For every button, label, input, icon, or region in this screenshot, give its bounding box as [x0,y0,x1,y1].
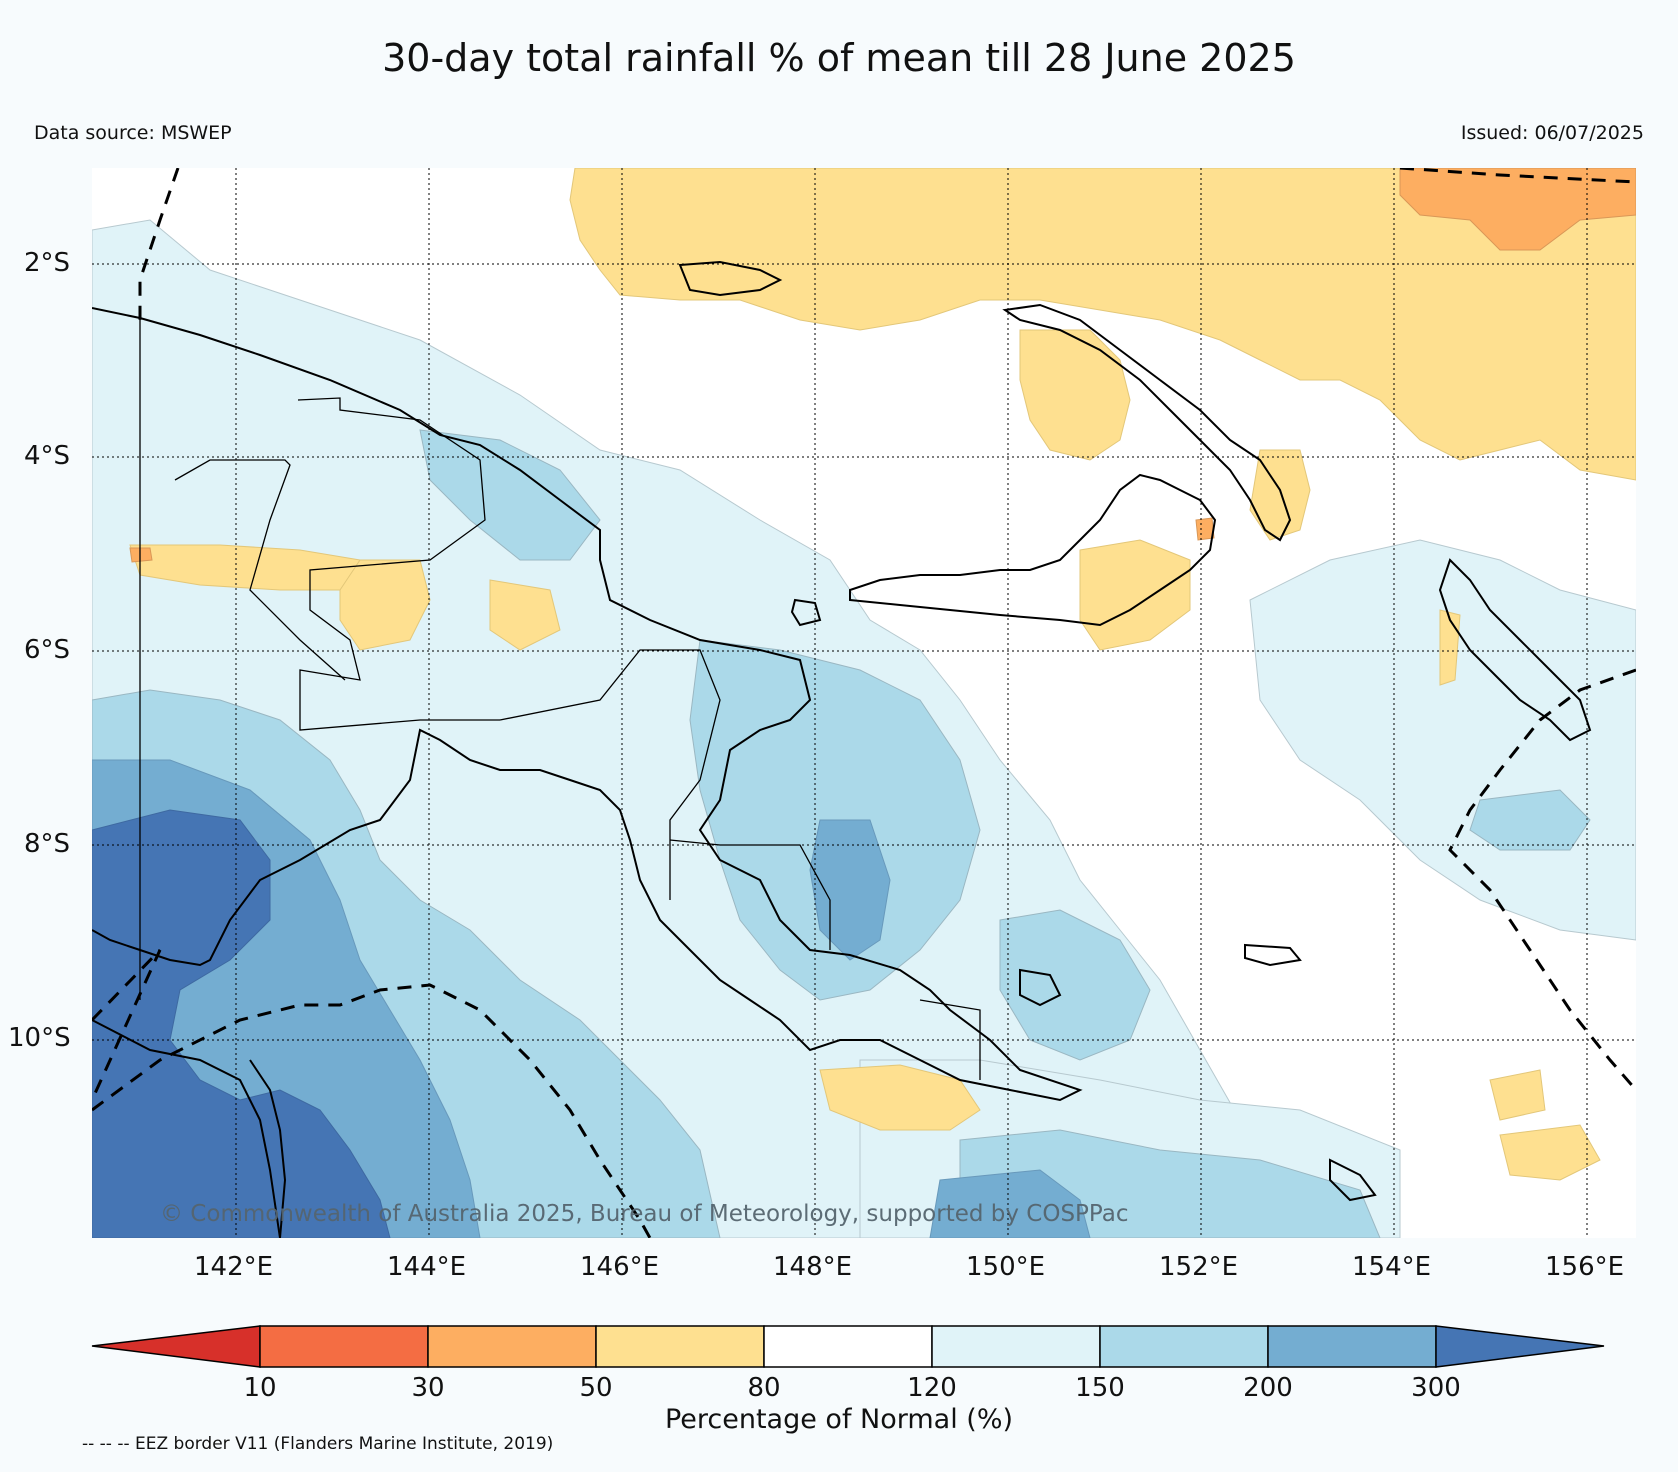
eez-north-west [138,168,180,320]
colorbar-bin-30-50 [427,1325,597,1368]
lat-label-4s: 4°S [24,441,71,471]
bougainville-coast [1438,558,1592,742]
png-mainland-coast [92,307,1083,1102]
rainfall-region-50-80-highlands [339,559,431,651]
data-source-label: Data source: MSWEP [34,122,232,144]
lon-label-144e: 144°E [387,1252,467,1282]
rainfall-region-30-50-northeast [1399,168,1636,251]
page-title: 30-day total rainfall % of mean till 28 … [382,36,1296,80]
boundary-gulf [499,649,721,900]
new-ireland-coast [1002,303,1292,542]
colorbar-tick-80: 80 [747,1373,781,1403]
lon-label-142e: 142°E [194,1252,274,1282]
issued-date-label: Issued: 06/07/2025 [1460,122,1644,144]
colorbar-bin-50-80 [595,1325,765,1368]
new-britain-coast [849,473,1217,627]
manus-coast [678,260,783,297]
lon-label-146e: 146°E [580,1252,660,1282]
colorbar-tick-200: 200 [1243,1373,1293,1403]
gridlines [92,168,1636,1238]
rainfall-region-150-200-solomon [1469,789,1591,851]
colorbar-bin-150-200 [1099,1325,1269,1368]
lat-label-6s: 6°S [24,635,71,665]
boundary-central [669,839,831,950]
eez-east [1448,668,1636,1091]
rainfall-region-over-300 [92,809,391,1238]
lon-label-148e: 148°E [773,1252,853,1282]
dentrecasteaux-coast [1019,968,1062,1007]
provincial-boundaries [139,318,981,1080]
long-island-coast [790,598,822,627]
eez-south-west [92,948,162,1101]
colorbar [91,1325,1605,1368]
colorbar-bin-120-150 [931,1325,1101,1368]
colorbar-bin-80-120 [763,1325,933,1368]
lat-label-8s: 8°S [24,829,71,859]
rainfall-region-50-80-center [489,579,561,651]
rainfall-region-50-80-west [129,544,361,591]
rainfall-field [92,168,1636,1238]
colorbar-tick-120: 120 [907,1373,957,1403]
eez-north-east [1399,168,1636,184]
colorbar-bin-gt300 [1435,1325,1605,1368]
rainfall-region-50-80-newbritain-2 [1079,539,1191,651]
colorbar-tick-10: 10 [243,1373,277,1403]
boundary-milne-bay [919,999,981,1080]
copyright-watermark: © Commonwealth of Australia 2025, Bureau… [160,1201,1129,1227]
lon-label-152e: 152°E [1159,1252,1239,1282]
colorbar-title: Percentage of Normal (%) [664,1404,1014,1435]
coastlines [92,260,1592,1238]
rainfall-region-50-80-newbritain-1 [1019,329,1131,461]
torres-strait-coast [249,1059,287,1238]
eez-borders [92,168,1636,1238]
rainfall-region-50-80-south-2 [1489,1069,1546,1121]
colorbar-tick-300: 300 [1411,1373,1461,1403]
eez-legend-note: -- -- -- EEZ border V11 (Flanders Marine… [82,1434,554,1454]
lon-label-154e: 154°E [1352,1252,1432,1282]
rainfall-region-150-200-north [419,429,601,561]
colorbar-tick-50: 50 [579,1373,613,1403]
rainfall-region-200-300-south [929,1169,1091,1238]
rainfall-region-50-80-north [569,168,1636,481]
rainfall-region-50-80-newireland [1249,449,1311,541]
boundary-highlands [297,397,500,731]
rossel-coast [1329,1158,1377,1202]
colorbar-tick-30: 30 [411,1373,445,1403]
rainfall-region-150-200-se [999,909,1151,1061]
woodlark-coast [1244,943,1302,967]
colorbar-bin-lt10 [91,1325,261,1368]
rainfall-region-50-80-south-1 [819,1064,981,1131]
lon-label-150e: 150°E [966,1252,1046,1282]
lat-label-2s: 2°S [24,248,71,278]
lat-label-10s: 10°S [8,1023,71,1053]
boundary-west-sepik [174,459,346,681]
colorbar-bin-10-30 [259,1325,429,1368]
colorbar-tick-150: 150 [1075,1373,1125,1403]
colorbar-bin-200-300 [1267,1325,1437,1368]
eez-south [92,983,652,1238]
australia-coast [92,1019,281,1238]
rainfall-region-50-80-south-3 [1499,1124,1601,1181]
lon-label-156e: 156°E [1545,1252,1625,1282]
rainfall-region-30-50-west [129,547,153,563]
